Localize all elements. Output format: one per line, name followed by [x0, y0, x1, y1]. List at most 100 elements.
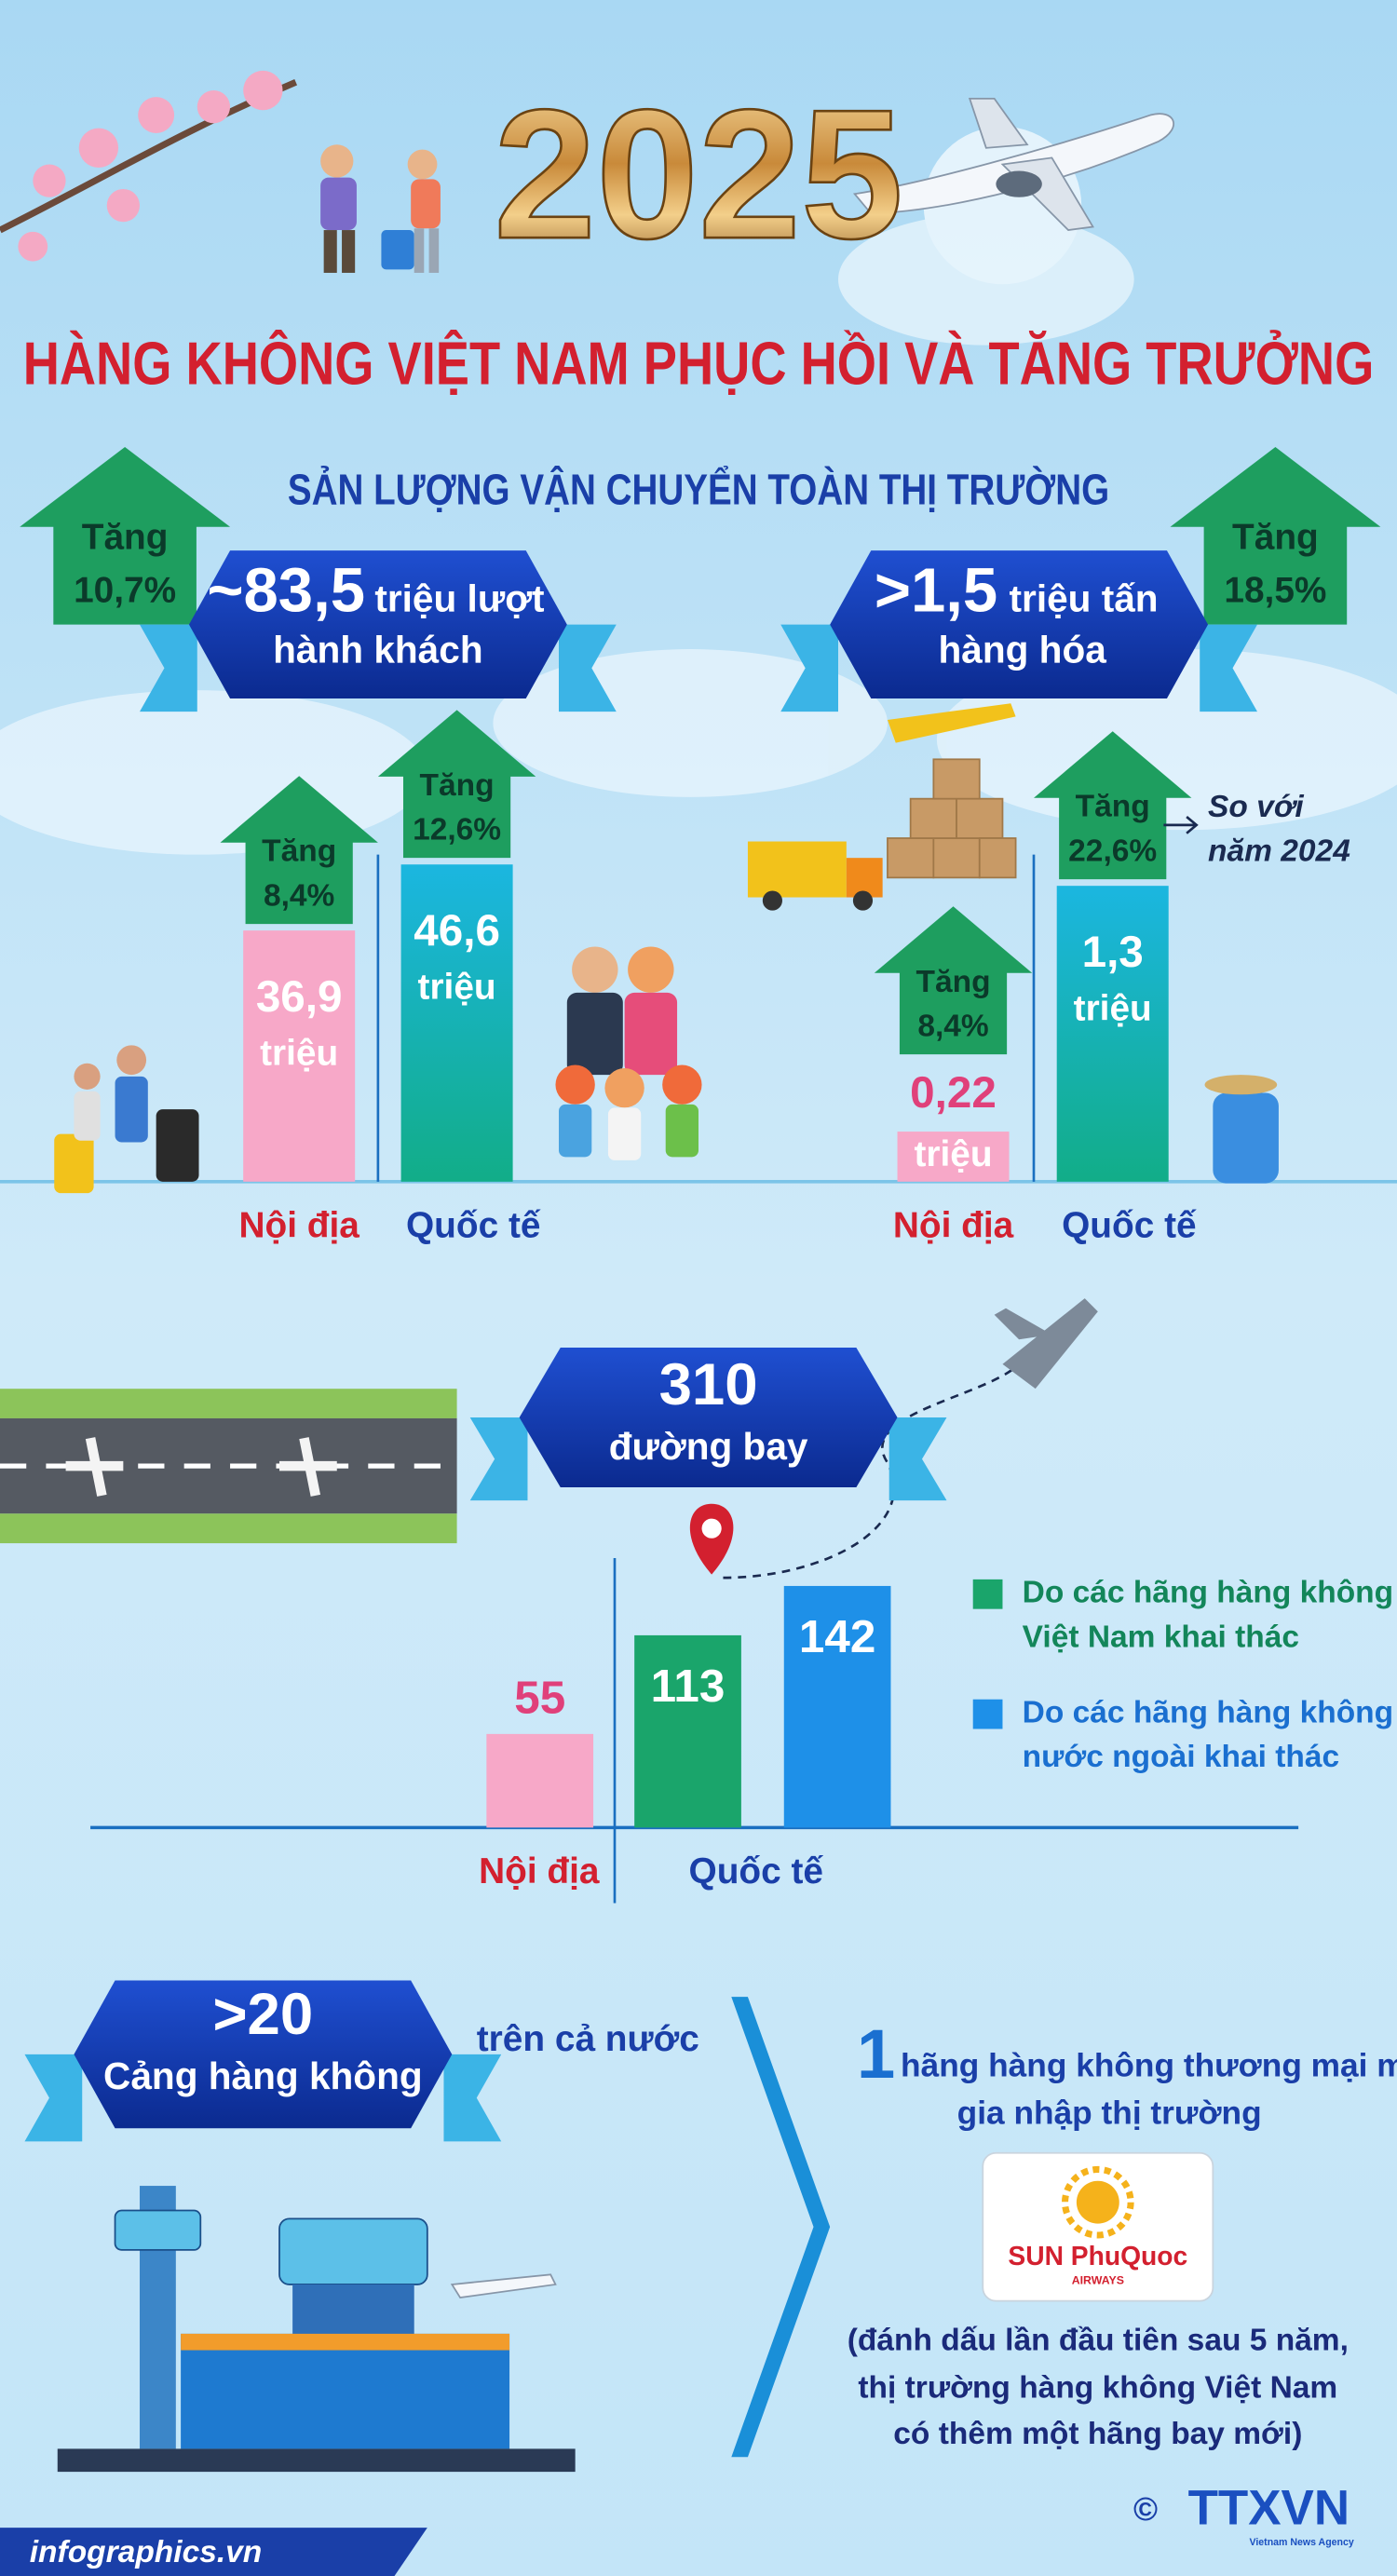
growth-label: Tăng — [82, 517, 169, 557]
ribbon — [469, 1417, 528, 1501]
banner-unit: hành khách — [273, 628, 482, 671]
bar-unit: triệu — [914, 1134, 992, 1174]
banner-unit: triệu lượt — [374, 577, 545, 620]
bar-unit: triệu — [418, 968, 496, 1008]
category-label: Nội địa — [479, 1851, 600, 1891]
bar — [243, 930, 356, 1182]
ribbon — [559, 624, 617, 712]
legend-swatch — [972, 1579, 1003, 1609]
runway-illustration — [0, 1389, 457, 1544]
ribbon — [140, 624, 197, 712]
route-bar — [486, 1733, 594, 1828]
airline-count: 1 — [857, 2015, 895, 2093]
ribbon — [24, 2054, 83, 2142]
copyright: © — [1133, 2491, 1158, 2528]
growth-value: 18,5% — [1224, 571, 1326, 611]
growth-label: Tăng — [420, 768, 495, 803]
banner-total: 310 — [659, 1351, 758, 1417]
category-label: Nội địa — [893, 1205, 1014, 1245]
route-value: 142 — [799, 1611, 875, 1662]
growth-arrow — [220, 776, 378, 925]
banner — [830, 550, 1209, 698]
bar-unit: triệu — [1074, 989, 1152, 1029]
bar-value: 1,3 — [1082, 928, 1144, 977]
note: So với — [1208, 790, 1304, 824]
legend-label: Do các hãng hàng không — [1023, 1576, 1393, 1610]
logo-text: SUN PhuQuoc — [1008, 2241, 1187, 2271]
banner-total: >20 — [212, 1981, 313, 2047]
banner-unit: triệu tấn — [1010, 577, 1159, 620]
flight-path — [689, 1298, 1098, 1579]
ribbon — [780, 624, 838, 712]
bar — [400, 864, 513, 1182]
bar-value: 0,22 — [910, 1068, 997, 1118]
legend-swatch — [972, 1699, 1003, 1729]
bar-value: 46,6 — [414, 906, 500, 956]
bar — [1056, 886, 1169, 1182]
category-label: Nội địa — [238, 1205, 359, 1245]
year: 2025 — [494, 71, 903, 277]
airports-note: trên cả nước — [477, 2019, 699, 2059]
ribbon — [888, 1417, 947, 1501]
footer-band — [0, 2528, 427, 2576]
growth-arrow — [1034, 731, 1192, 880]
growth-arrow — [377, 710, 536, 859]
category-label: Quốc tế — [689, 1851, 824, 1891]
bar-value: 36,9 — [256, 972, 343, 1022]
legend-label: nước ngoài khai thác — [1023, 1740, 1340, 1774]
banner — [188, 550, 567, 698]
growth-label: Tăng — [262, 834, 336, 869]
category-label: Quốc tế — [1062, 1205, 1197, 1245]
banner — [74, 1980, 453, 2129]
ribbon — [443, 2054, 502, 2142]
airline-text: hãng hàng không thương mại mới — [901, 2047, 1397, 2083]
note: năm 2024 — [1208, 834, 1350, 869]
logo-box — [982, 2151, 1214, 2302]
route-bar — [634, 1634, 741, 1828]
airline-note: thị trường hàng không Việt Nam — [858, 2371, 1337, 2406]
note-arrow — [1163, 816, 1199, 834]
airline-text: gia nhập thị trường — [957, 2095, 1262, 2132]
agency-sub: Vietnam News Agency — [1249, 2537, 1353, 2548]
airline-note: có thêm một hãng bay mới) — [893, 2417, 1302, 2451]
route-value: 113 — [651, 1661, 726, 1712]
route-bar — [783, 1585, 891, 1828]
airline-note: (đánh dấu lần đầu tiên sau 5 năm, — [848, 2324, 1349, 2358]
growth-arrow — [1170, 447, 1381, 625]
sun-logo — [1061, 2165, 1134, 2239]
banner — [519, 1348, 898, 1488]
banner-unit: đường bay — [609, 1425, 808, 1468]
category-label: Quốc tế — [406, 1205, 541, 1245]
footer-source: infographics.vn — [30, 2535, 263, 2569]
growth-value: 12,6% — [413, 812, 501, 847]
growth-value: 10,7% — [74, 571, 176, 611]
travellers-illustration — [320, 144, 441, 273]
airplane-illustration — [852, 97, 1174, 231]
banner-unit: Cảng hàng không — [103, 2054, 423, 2097]
family-illustration — [555, 946, 702, 1160]
luggage-illustration — [54, 1045, 1279, 1194]
banner-total: ~83,5 — [207, 556, 365, 626]
growth-arrow — [20, 447, 231, 625]
growth-label: Tăng — [1076, 790, 1150, 824]
banner-total: >1,5 — [875, 556, 997, 626]
airport-illustration — [57, 2186, 576, 2473]
growth-value: 22,6% — [1068, 834, 1157, 868]
subtitle: SẢN LƯỢNG VẬN CHUYỂN TOÀN THỊ TRƯỜNG — [288, 466, 1109, 514]
agency: TTXVN — [1188, 2480, 1350, 2535]
ribbon — [1200, 624, 1257, 712]
blossom-decoration — [0, 70, 298, 262]
bar-unit: triệu — [260, 1033, 338, 1073]
growth-arrow — [874, 906, 1033, 1055]
cargo-illustration — [747, 703, 1017, 911]
bar — [897, 1132, 1010, 1182]
growth-value: 8,4% — [264, 878, 334, 913]
legend-label: Do các hãng hàng không — [1023, 1695, 1393, 1729]
logo-sub: AIRWAYS — [1072, 2274, 1124, 2287]
growth-value: 8,4% — [917, 1009, 988, 1043]
banner-unit: hàng hóa — [938, 628, 1106, 671]
legend-label: Việt Nam khai thác — [1023, 1620, 1299, 1654]
